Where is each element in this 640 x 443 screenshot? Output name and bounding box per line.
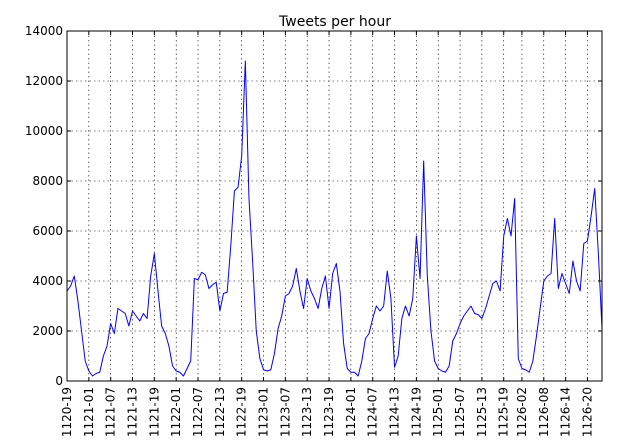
x-tick-label: 1123-19: [322, 387, 336, 437]
y-tick-label: 8000: [32, 174, 63, 188]
x-tick-label: 1124-13: [388, 387, 402, 437]
plot-frame: [66, 30, 603, 382]
x-tick-label: 1125-19: [497, 387, 511, 437]
x-tick-label: 1124-07: [366, 387, 380, 437]
x-tick-label: 1125-01: [431, 387, 445, 437]
line-layer: [66, 60, 603, 377]
y-tick-label: 10000: [25, 124, 63, 138]
x-tick-label: 1122-01: [169, 387, 183, 437]
x-tick-label: 1122-19: [235, 387, 249, 437]
x-tick-label: 1121-13: [126, 387, 140, 437]
y-tick-label: 2000: [32, 324, 63, 338]
x-tick-label: 1126-14: [559, 387, 573, 437]
x-tick-label: 1125-13: [475, 387, 489, 437]
x-tick-label: 1124-19: [409, 387, 423, 437]
x-tick-label: 1122-07: [191, 387, 205, 437]
x-tick-label: 1123-01: [257, 387, 271, 437]
y-tick-label: 12000: [25, 74, 63, 88]
chart-title: Tweets per hour: [278, 14, 391, 30]
y-tick-label: 14000: [25, 24, 63, 38]
y-tick-label: 6000: [32, 224, 63, 238]
x-tick-label: 1123-13: [300, 387, 314, 437]
x-tick-label: 1121-01: [82, 387, 96, 437]
x-tick-label: 1121-19: [147, 387, 161, 437]
x-tick-label: 1126-02: [515, 387, 529, 437]
y-tick-label: 4000: [32, 274, 63, 288]
y-tick-label: 0: [55, 374, 63, 388]
x-tick-label: 1120-19: [60, 387, 74, 437]
x-tick-label: 1125-07: [453, 387, 467, 437]
x-tick-label: 1123-07: [278, 387, 292, 437]
x-tick-label: 1124-01: [344, 387, 358, 437]
x-tick-label: 1122-13: [213, 387, 227, 437]
x-tick-label: 1126-08: [537, 387, 551, 437]
x-tick-label: 1121-07: [104, 387, 118, 437]
x-tick-label: 1126-20: [580, 387, 594, 437]
grid-layer: [67, 31, 602, 381]
axis-layer: 0 2000 4000 6000 8000 10000 12000 14000 1120-19 1…: [25, 24, 602, 437]
series-line: [66, 60, 603, 377]
